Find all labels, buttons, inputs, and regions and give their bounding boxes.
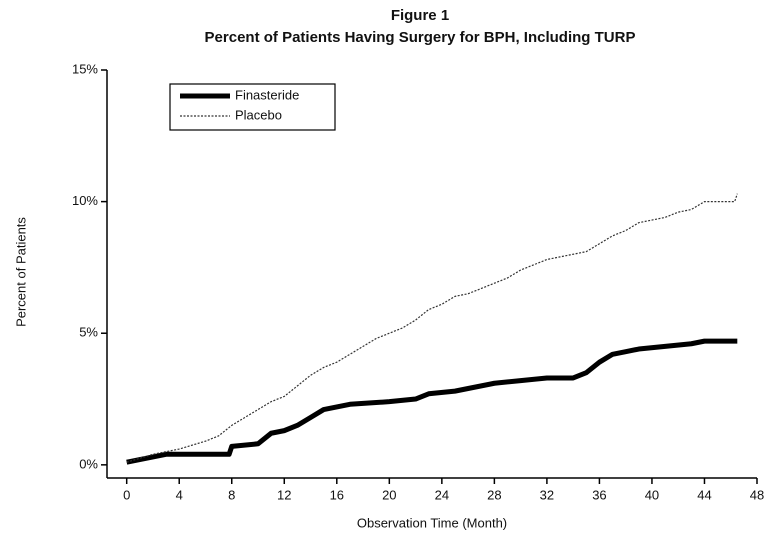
x-tick-label: 16 [330,487,344,502]
y-tick-label: 0% [79,456,98,471]
x-tick-label: 48 [750,487,764,502]
x-tick-label: 40 [645,487,659,502]
x-tick-label: 24 [435,487,449,502]
x-tick-label: 44 [697,487,711,502]
legend-label: Placebo [235,107,282,122]
chart-title: Figure 1 [391,7,449,24]
series-line [126,338,738,465]
legend-box [169,83,336,131]
y-axis-label: Percent of Patients [13,217,28,327]
x-axis-label: Observation Time (Month) [357,515,507,530]
x-tick-label: 4 [176,487,183,502]
x-tick-label: 20 [382,487,396,502]
x-tick-label: 8 [228,487,235,502]
y-tick-label: 5% [79,325,98,340]
x-tick-label: 12 [277,487,291,502]
y-tick-label: 15% [72,61,98,76]
series-line [126,193,738,463]
y-tick-label: 10% [72,193,98,208]
x-tick-label: 0 [123,487,130,502]
x-tick-label: 32 [540,487,554,502]
chart-subtitle: Percent of Patients Having Surgery for B… [205,29,636,46]
legend-label: Finasteride [235,87,299,102]
x-tick-label: 36 [592,487,606,502]
x-tick-label: 28 [487,487,501,502]
